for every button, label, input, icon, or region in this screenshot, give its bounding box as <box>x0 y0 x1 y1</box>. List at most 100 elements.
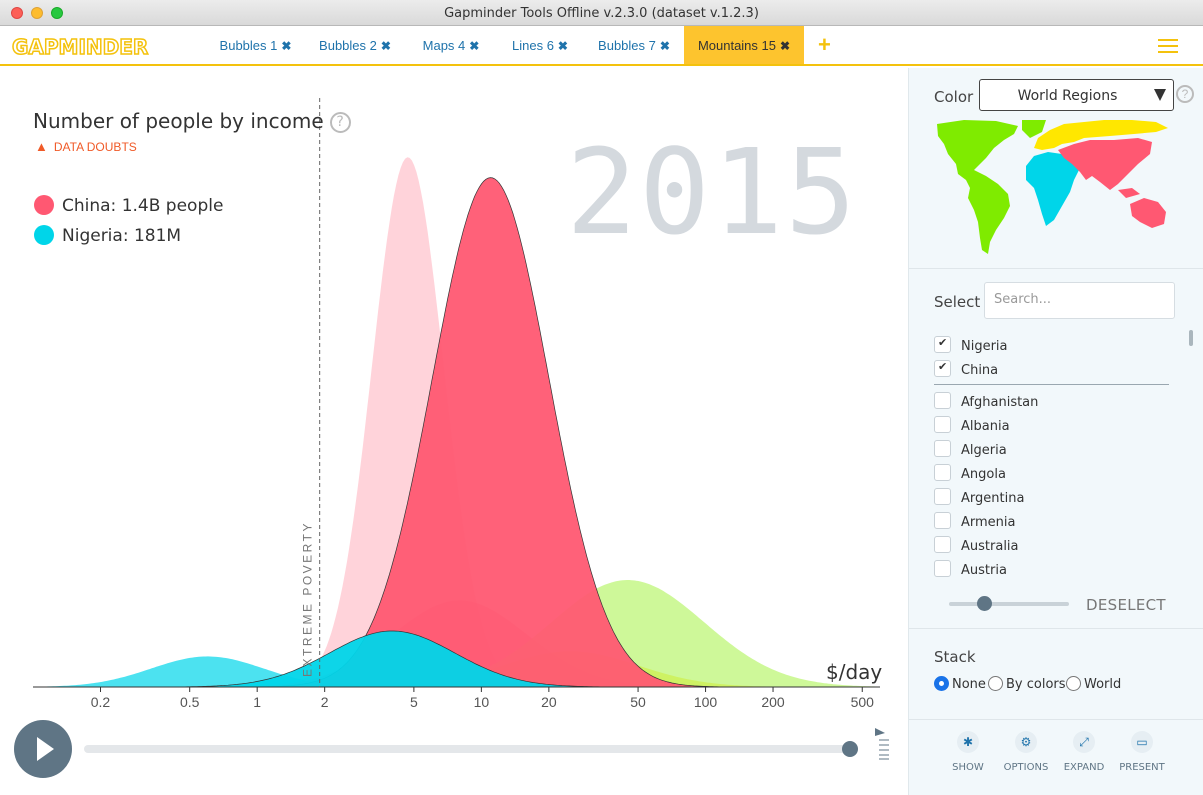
stack-option-by-colors[interactable]: By colors <box>988 676 1066 692</box>
close-tab-icon[interactable]: ✖ <box>659 39 670 53</box>
tab-bubbles-2[interactable]: Bubbles 2 ✖ <box>305 26 405 64</box>
legend-item-china[interactable]: China: 1.4B people <box>34 195 223 216</box>
map-region-oceania[interactable] <box>1130 198 1166 228</box>
country-item-nigeria[interactable]: Nigeria <box>934 336 1008 356</box>
scrollbar-thumb[interactable] <box>1189 330 1193 346</box>
stack-option-world[interactable]: World <box>1066 676 1121 692</box>
country-item[interactable]: Algeria <box>934 440 1007 460</box>
play-icon <box>37 737 54 761</box>
checkbox[interactable] <box>934 416 951 433</box>
country-item[interactable]: Albania <box>934 416 1010 436</box>
checkbox-checked[interactable] <box>934 336 951 353</box>
options-button[interactable]: ⚙ OPTIONS <box>997 731 1055 773</box>
map-region-greenland[interactable] <box>1022 120 1046 138</box>
tab-mountains-15[interactable]: Mountains 15 ✖ <box>684 26 804 64</box>
checkbox[interactable] <box>934 440 951 457</box>
speed-control-icon[interactable] <box>873 728 889 760</box>
play-button[interactable] <box>14 720 72 778</box>
data-doubts-link[interactable]: ▲ DATA DOUBTS <box>35 139 137 154</box>
tab-maps-4[interactable]: Maps 4 ✖ <box>408 26 494 64</box>
tool-label: EXPAND <box>1063 762 1105 773</box>
opacity-slider-thumb[interactable] <box>977 596 992 611</box>
x-tick-label: 0.2 <box>91 694 111 710</box>
tab-bubbles-1[interactable]: Bubbles 1 ✖ <box>208 26 303 64</box>
window-maximize-button[interactable] <box>51 7 63 19</box>
world-regions-map[interactable] <box>934 118 1174 263</box>
map-region-americas[interactable] <box>937 120 1018 254</box>
map-region-europe[interactable] <box>1034 120 1168 150</box>
map-region-islands[interactable] <box>1118 188 1140 198</box>
help-icon[interactable]: ? <box>1176 85 1194 103</box>
checkbox[interactable] <box>934 464 951 481</box>
checkbox[interactable] <box>934 392 951 409</box>
close-tab-icon[interactable]: ✖ <box>557 39 568 53</box>
gapminder-logo[interactable]: GAPMINDER <box>11 34 149 60</box>
country-item[interactable]: Argentina <box>934 488 1024 508</box>
window-close-button[interactable] <box>11 7 23 19</box>
radio[interactable] <box>988 676 1003 691</box>
country-item[interactable]: Afghanistan <box>934 392 1038 412</box>
timeline-thumb[interactable] <box>842 741 858 757</box>
tab-bubbles-7[interactable]: Bubbles 7 ✖ <box>586 26 682 64</box>
close-tab-icon[interactable]: ✖ <box>281 39 292 53</box>
help-icon[interactable]: ? <box>329 112 351 133</box>
map-region-africa[interactable] <box>1026 152 1080 226</box>
tool-label: SHOW <box>952 762 984 773</box>
legend-label: Nigeria: 181M <box>62 226 182 246</box>
checkbox[interactable] <box>934 512 951 529</box>
x-axis-unit-label[interactable]: $/day <box>826 660 883 684</box>
tool-label: OPTIONS <box>1003 762 1049 773</box>
country-item[interactable]: Armenia <box>934 512 1016 532</box>
map-region-asia[interactable] <box>1058 138 1152 190</box>
color-dropdown[interactable]: World Regions <box>979 79 1174 111</box>
checkbox[interactable] <box>934 560 951 577</box>
mountain-region-3[interactable] <box>33 580 880 687</box>
add-tab-button[interactable]: + <box>818 32 831 57</box>
tab-label: Bubbles 2 <box>319 38 377 53</box>
country-item-china[interactable]: China <box>934 360 998 380</box>
country-label: Afghanistan <box>961 395 1039 410</box>
close-tab-icon[interactable]: ✖ <box>780 39 791 53</box>
show-button[interactable]: ✱ SHOW <box>939 731 997 773</box>
x-tick-label: 2 <box>321 694 329 710</box>
mountain-region-4[interactable] <box>33 656 880 687</box>
present-button[interactable]: ▭ PRESENT <box>1113 731 1171 773</box>
country-label: Austria <box>961 563 1007 578</box>
country-item[interactable]: Australia <box>934 536 1019 556</box>
color-label: Color <box>934 88 974 106</box>
opacity-slider[interactable] <box>949 602 1069 606</box>
legend-item-nigeria[interactable]: Nigeria: 181M <box>34 225 181 246</box>
country-label: Armenia <box>961 515 1016 530</box>
data-doubts-label: DATA DOUBTS <box>53 140 137 154</box>
warning-icon: ▲ <box>35 139 48 154</box>
close-tab-icon[interactable]: ✖ <box>469 39 480 53</box>
country-item[interactable]: Austria <box>934 560 1007 580</box>
expand-button[interactable]: ⤢ EXPAND <box>1055 731 1113 773</box>
checkbox[interactable] <box>934 536 951 553</box>
country-item[interactable]: Angola <box>934 464 1006 484</box>
stack-option-none[interactable]: None <box>934 676 986 692</box>
checkbox[interactable] <box>934 488 951 505</box>
radio-selected[interactable] <box>934 676 949 691</box>
tab-label: Bubbles 7 <box>598 38 656 53</box>
country-label: Argentina <box>961 491 1025 506</box>
menu-icon[interactable] <box>1158 39 1178 57</box>
radio-label: None <box>952 677 986 692</box>
color-dropdown-value: World Regions <box>1017 88 1118 104</box>
stack-label: Stack <box>934 648 976 666</box>
list-scrollbar[interactable] <box>1189 330 1193 580</box>
tab-lines-6[interactable]: Lines 6 ✖ <box>498 26 582 64</box>
legend-label: China: 1.4B people <box>62 196 224 216</box>
deselect-button[interactable]: DESELECT <box>1086 596 1166 614</box>
window-minimize-button[interactable] <box>31 7 43 19</box>
close-tab-icon[interactable]: ✖ <box>380 39 391 53</box>
x-tick-label: 0.5 <box>180 694 200 710</box>
caret-down-icon <box>1154 89 1166 101</box>
checkbox-checked[interactable] <box>934 360 951 377</box>
x-tick-label: 100 <box>694 694 718 710</box>
country-label: Nigeria <box>961 339 1008 354</box>
radio[interactable] <box>1066 676 1081 691</box>
search-input[interactable]: Search... <box>984 282 1175 319</box>
x-tick-label: 500 <box>851 694 875 710</box>
timeline-slider[interactable] <box>84 745 850 753</box>
